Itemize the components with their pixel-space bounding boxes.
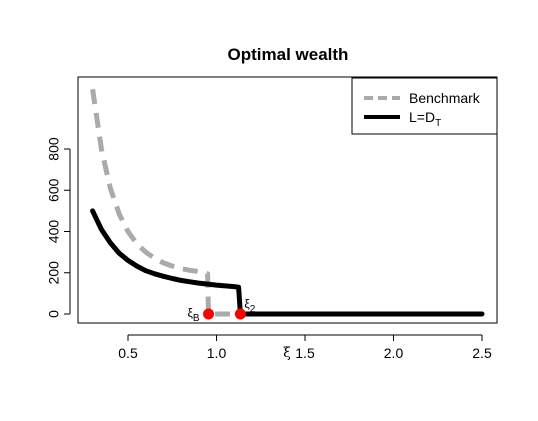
y-tick-label: 200: [46, 261, 62, 285]
plot-area: [77, 76, 498, 324]
series-line-benchmark: [90, 88, 482, 317]
y-tick-label: 600: [46, 178, 62, 202]
x-tick-label: 2.5: [472, 345, 492, 361]
points-layer: ξB ξ2: [187, 297, 255, 324]
y-tick-label: 0: [46, 310, 62, 318]
x-tick-label: 0.5: [118, 345, 138, 361]
x-tick-label: 1.5: [295, 345, 315, 361]
marker-point-2: [234, 308, 246, 320]
axes-layer: 0.5 1.0 1.5 2.0 2.5 0 200 400 600 800: [46, 137, 492, 361]
legend-label: Benchmark: [409, 90, 481, 106]
legend-label: L=DT: [409, 109, 441, 129]
point-annotation: ξ2: [244, 297, 255, 315]
y-tick-label: 400: [46, 220, 62, 244]
legend-box: [351, 77, 498, 135]
legend: Benchmark L=DT: [351, 77, 498, 135]
point-annotation: ξB: [187, 306, 199, 324]
marker-point-b: [203, 308, 215, 320]
series-layer: [90, 88, 485, 317]
x-tick-label: 1.0: [207, 345, 227, 361]
plot-box: [77, 76, 498, 324]
x-tick-label: 2.0: [384, 345, 404, 361]
y-tick-label: 800: [46, 137, 62, 161]
series-line-l-d: [90, 208, 485, 317]
chart-title: Optimal wealth: [228, 45, 349, 64]
x-axis-label: ξ: [283, 345, 291, 361]
